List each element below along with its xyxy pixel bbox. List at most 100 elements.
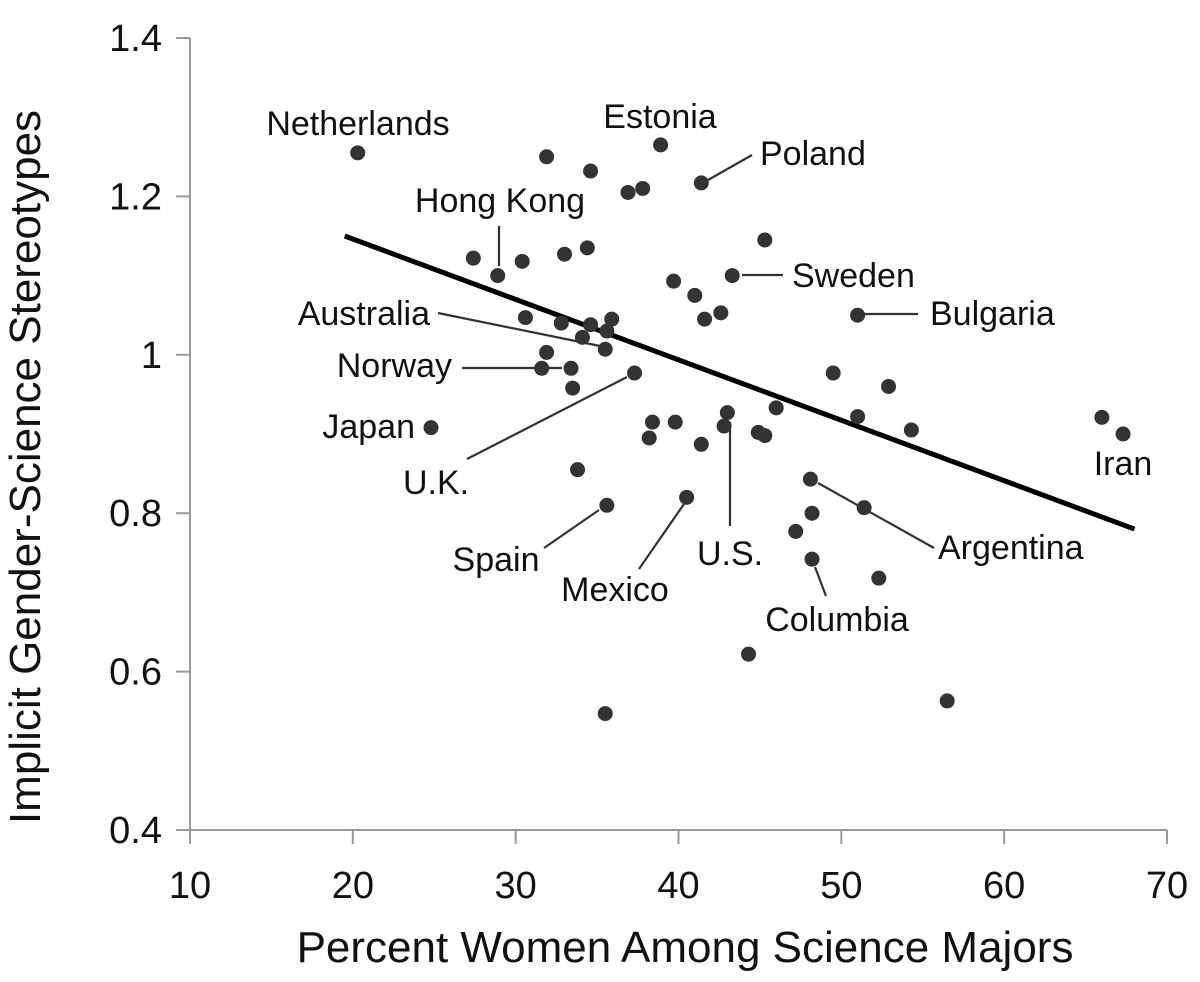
- data-point: [635, 180, 651, 196]
- data-point: [850, 409, 866, 425]
- country-label: Netherlands: [266, 105, 449, 143]
- y-tick-label: 0.8: [109, 493, 162, 535]
- trendline-group: [343, 233, 1136, 532]
- data-point: [553, 315, 569, 331]
- data-points: [350, 137, 1131, 722]
- y-tick-label: 0.4: [109, 810, 162, 852]
- x-tick-label: 60: [983, 865, 1025, 907]
- x-tick-label: 70: [1146, 865, 1188, 907]
- country-label: Argentina: [938, 529, 1084, 567]
- data-point: [574, 329, 590, 345]
- data-point: [570, 462, 586, 478]
- country-label: Sweden: [792, 257, 915, 295]
- data-point: [719, 405, 735, 421]
- data-point: [565, 380, 581, 396]
- data-point: [697, 311, 713, 327]
- data-point: [583, 317, 599, 333]
- data-point: [1094, 409, 1110, 425]
- country-label: Norway: [337, 347, 452, 385]
- data-point: [465, 250, 481, 266]
- x-tick-label: 40: [657, 865, 699, 907]
- country-label: Iran: [1094, 445, 1153, 483]
- y-tick-label: 1: [141, 335, 162, 377]
- annotation-leaders: [437, 154, 935, 597]
- axes: 0.4 0.6 0.8 1 1.2 1.4 10 20 30 40 50 60 70: [109, 18, 1188, 907]
- y-tick-label: 0.6: [109, 652, 162, 694]
- data-point: [903, 422, 919, 438]
- data-point: [534, 360, 550, 376]
- data-point: [856, 500, 872, 516]
- trendline: [343, 233, 1136, 532]
- data-point: [490, 268, 506, 284]
- data-point: [713, 305, 729, 321]
- data-point: [757, 232, 773, 248]
- data-point: [693, 175, 709, 191]
- y-axis-title: Implicit Gender-Science Stereotypes: [1, 110, 50, 824]
- data-point: [1115, 426, 1131, 442]
- data-point: [825, 365, 841, 381]
- x-axis-title: Percent Women Among Science Majors: [297, 923, 1074, 972]
- annotation-labels: Netherlands Estonia Poland Hong Kong Sweden B…: [266, 98, 1152, 639]
- data-point: [350, 145, 366, 161]
- data-point: [604, 311, 620, 327]
- data-point: [757, 428, 773, 444]
- x-tick-label: 30: [495, 865, 537, 907]
- country-label: Spain: [453, 541, 540, 579]
- data-point: [641, 430, 657, 446]
- country-label: Bulgaria: [930, 295, 1055, 333]
- country-label: Australia: [298, 295, 430, 333]
- annotation-leader-line: [813, 566, 828, 597]
- data-point: [539, 344, 555, 360]
- x-tick-label: 10: [169, 865, 211, 907]
- data-point: [620, 184, 636, 200]
- data-point: [687, 287, 703, 303]
- data-point: [724, 268, 740, 284]
- data-point: [597, 341, 613, 357]
- data-point: [741, 646, 757, 662]
- data-point: [599, 497, 615, 513]
- data-point: [579, 240, 595, 256]
- country-label: Mexico: [561, 571, 669, 609]
- annotation-leader-line: [817, 482, 935, 549]
- annotation-leader-line: [638, 503, 685, 570]
- x-tick-label: 20: [332, 865, 374, 907]
- data-point: [627, 365, 643, 381]
- country-label: U.K.: [403, 464, 469, 502]
- data-point: [599, 323, 615, 339]
- data-point: [563, 360, 579, 376]
- data-point: [804, 551, 820, 567]
- country-label: Poland: [760, 135, 866, 173]
- data-point: [939, 693, 955, 709]
- data-point: [850, 307, 866, 323]
- annotation-leader-line: [466, 376, 628, 460]
- country-label: U.S.: [697, 535, 763, 573]
- y-tick-label: 1.4: [109, 18, 162, 60]
- data-point: [644, 414, 660, 430]
- data-point: [666, 273, 682, 289]
- data-point: [871, 570, 887, 586]
- data-point: [514, 253, 530, 269]
- data-point: [557, 246, 573, 262]
- country-label: Hong Kong: [415, 182, 585, 220]
- data-point: [583, 163, 599, 179]
- data-point: [667, 414, 683, 430]
- y-tick-label: 1.2: [109, 176, 162, 218]
- country-label: Columbia: [765, 601, 909, 639]
- annotation-leader-line: [543, 509, 600, 549]
- data-point: [539, 149, 555, 165]
- data-point: [423, 420, 439, 436]
- annotation-leader-line: [437, 311, 601, 348]
- data-point: [597, 706, 613, 722]
- data-point: [802, 471, 818, 487]
- data-point: [517, 310, 533, 326]
- data-point: [788, 523, 804, 539]
- data-point: [716, 418, 732, 434]
- country-label: Japan: [322, 408, 415, 446]
- x-tick-label: 50: [820, 865, 862, 907]
- annotation-leader-line: [707, 154, 753, 181]
- data-point: [653, 137, 669, 153]
- data-point: [881, 378, 897, 394]
- country-label: Estonia: [603, 98, 716, 136]
- data-point: [679, 489, 695, 505]
